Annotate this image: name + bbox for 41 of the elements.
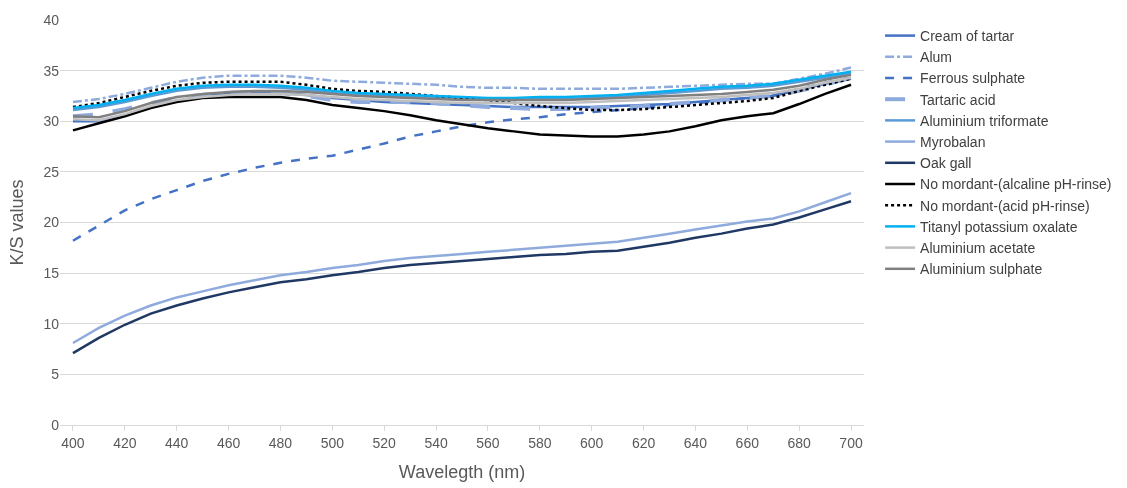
x-tick-label: 440 — [165, 434, 189, 451]
legend-label: Aluminium triformate — [920, 112, 1049, 129]
x-tick-label: 660 — [735, 434, 760, 451]
legend-label: No mordant-(alcaline pH-rinse) — [920, 176, 1112, 193]
legend-label: Tartaric acid — [920, 91, 996, 108]
y-tick-label: 25 — [43, 163, 60, 180]
y-tick-label: 30 — [43, 113, 60, 130]
x-tick-label: 480 — [268, 434, 293, 451]
legend-label: Cream of tartar — [920, 28, 1015, 45]
y-tick-label: 40 — [43, 11, 60, 28]
x-tick-label: 580 — [528, 434, 552, 451]
x-tick-label: 540 — [424, 434, 448, 451]
legend-label: Myrobalan — [920, 134, 986, 151]
y-tick-label: 5 — [51, 366, 60, 383]
y-axis-title: K/S values — [6, 179, 27, 266]
x-tick-label: 460 — [216, 434, 241, 451]
x-tick-label: 620 — [631, 434, 656, 451]
y-tick-label: 20 — [43, 214, 60, 231]
x-tick-label: 560 — [476, 434, 500, 451]
legend-label: Oak gall — [920, 155, 972, 172]
x-tick-label: 640 — [683, 434, 708, 451]
x-axis-title: Wavelegth (nm) — [398, 461, 526, 482]
legend-label: Aluminium sulphate — [920, 261, 1043, 278]
legend-label: Alum — [920, 49, 952, 66]
x-tick-label: 500 — [320, 434, 345, 451]
legend-label: Ferrous sulphate — [920, 70, 1026, 87]
y-tick-label: 35 — [43, 62, 60, 79]
x-tick-label: 600 — [580, 434, 604, 451]
x-tick-label: 400 — [61, 434, 85, 451]
legend-label: Aluminium acetate — [920, 240, 1036, 257]
x-tick-label: 420 — [113, 434, 137, 451]
legend-label: No mordant-(acid pH-rinse) — [920, 197, 1090, 214]
y-tick-label: 15 — [43, 265, 60, 282]
legend-label: Titanyl potassium oxalate — [920, 218, 1078, 235]
line-series — [71, 66, 853, 104]
y-tick-label: 0 — [51, 416, 60, 433]
line-series — [71, 83, 853, 138]
x-tick-label: 520 — [372, 434, 397, 451]
x-tick-label: 680 — [787, 434, 812, 451]
x-tick-label: 700 — [839, 434, 863, 451]
y-tick-label: 10 — [43, 315, 60, 332]
